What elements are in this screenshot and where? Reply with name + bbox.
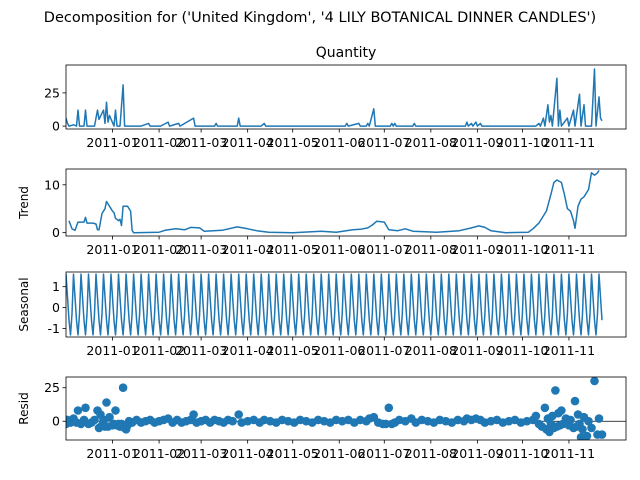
- x-tick-label: 2011-03: [175, 446, 227, 461]
- y-tick-label: 25: [44, 380, 60, 395]
- panel-title: Quantity: [316, 45, 377, 61]
- x-tick-label: 2011-09: [451, 242, 503, 257]
- x-tick-label: 2011-11: [543, 446, 595, 461]
- x-tick-label: 2011-10: [496, 446, 548, 461]
- x-tick-label: 2011-02: [133, 446, 185, 461]
- axes-frame: [65, 271, 627, 338]
- resid-point: [584, 416, 593, 426]
- y-tick-label: 25: [44, 85, 60, 100]
- x-tick-label: 2011-01: [86, 135, 138, 150]
- x-tick-label: 2011-08: [405, 242, 457, 257]
- axes-frame: [65, 376, 627, 441]
- resid-point: [594, 414, 604, 423]
- y-axis-label: Trend: [17, 186, 31, 220]
- x-tick-label: 2011-09: [451, 135, 503, 150]
- x-tick-label: 2011-11: [543, 135, 595, 150]
- panel-seasonal: Seasonal -1 0 1 2011-012011-022011-032011-04…: [17, 271, 627, 358]
- series-marks: [66, 377, 626, 440]
- series-line: [66, 68, 603, 127]
- resid-point: [105, 412, 114, 422]
- resid-point: [578, 425, 587, 434]
- resid-point: [582, 431, 592, 440]
- x-tick-label: 2011-03: [175, 242, 227, 257]
- x-tick-label: 2011-11: [543, 343, 595, 358]
- x-tick-label: 2011-07: [358, 135, 410, 150]
- resid-point: [590, 377, 599, 386]
- x-tick-label: 2011-08: [405, 446, 457, 461]
- resid-point: [597, 430, 607, 439]
- x-tick-label: 2011-07: [358, 242, 410, 257]
- x-tick-label: 2011-10: [496, 135, 548, 150]
- x-tick-label: 2011-04: [222, 242, 274, 257]
- x-tick-label: 2011-03: [175, 343, 227, 358]
- y-tick-label: 1: [52, 279, 60, 294]
- y-tick-label: 10: [44, 177, 60, 192]
- resid-point: [102, 398, 111, 407]
- x-tick-label: 2011-04: [222, 135, 274, 150]
- x-tick-label: 2011-02: [133, 135, 185, 150]
- y-tick-label: 0: [52, 225, 60, 240]
- resid-point: [381, 419, 391, 429]
- series-marks: [66, 68, 603, 127]
- x-tick-label: 2011-05: [267, 242, 319, 257]
- x-tick-label: 2011-09: [451, 446, 503, 461]
- x-tick-label: 2011-10: [496, 242, 548, 257]
- axes-frame: [65, 64, 627, 130]
- x-tick-label: 2011-08: [405, 343, 457, 358]
- resid-point: [90, 415, 99, 425]
- resid-point: [234, 410, 243, 419]
- panel-quantity: Quantity0252011-012011-022011-032011-042…: [44, 45, 627, 150]
- resid-point: [384, 403, 394, 413]
- x-tick-label: 2011-08: [405, 135, 457, 150]
- resid-point: [587, 423, 596, 433]
- series-line: [66, 273, 603, 336]
- x-tick-label: 2011-03: [175, 135, 227, 150]
- resid-point: [540, 403, 550, 413]
- resid-point: [557, 406, 566, 415]
- x-tick-label: 2011-06: [313, 446, 365, 461]
- panel-resid: Resid 0252011-012011-022011-032011-042011…: [17, 376, 627, 461]
- x-tick-label: 2011-06: [313, 242, 365, 257]
- resid-point: [228, 416, 237, 426]
- x-tick-label: 2011-07: [358, 343, 410, 358]
- x-tick-label: 2011-06: [313, 343, 365, 358]
- panel-trend: Trend0102011-012011-022011-032011-042011…: [17, 168, 627, 257]
- x-tick-label: 2011-05: [267, 343, 319, 358]
- x-tick-label: 2011-02: [133, 242, 185, 257]
- y-tick-label: 0: [52, 414, 60, 429]
- x-tick-label: 2011-09: [451, 343, 503, 358]
- y-tick-label: 0: [52, 300, 60, 315]
- resid-point: [566, 415, 575, 425]
- x-tick-label: 2011-01: [86, 242, 138, 257]
- resid-point: [189, 410, 198, 419]
- resid-point: [118, 383, 128, 393]
- x-tick-label: 2011-02: [133, 343, 185, 358]
- x-tick-label: 2011-10: [496, 343, 548, 358]
- x-tick-label: 2011-06: [313, 135, 365, 150]
- series-marks: [66, 273, 603, 336]
- y-axis-label: Resid: [17, 392, 31, 424]
- resid-point: [73, 406, 83, 415]
- resid-point: [111, 406, 120, 415]
- series-line: [68, 170, 600, 234]
- x-tick-label: 2011-05: [267, 135, 319, 150]
- series-marks: [68, 170, 600, 234]
- x-tick-label: 2011-01: [86, 343, 138, 358]
- x-tick-label: 2011-07: [358, 446, 410, 461]
- y-tick-label: 0: [52, 119, 60, 134]
- x-tick-label: 2011-01: [86, 446, 138, 461]
- x-tick-label: 2011-04: [222, 446, 274, 461]
- x-tick-label: 2011-11: [543, 242, 595, 257]
- resid-point: [531, 411, 541, 421]
- resid-point: [570, 396, 580, 406]
- x-tick-label: 2011-04: [222, 343, 274, 358]
- y-axis-label: Seasonal: [17, 277, 31, 331]
- y-tick-label: -1: [48, 321, 60, 336]
- resid-point: [551, 386, 560, 395]
- axes-frame: [65, 168, 627, 237]
- figure-suptitle: Decomposition for ('United Kingdom', '4 …: [44, 10, 596, 26]
- x-tick-label: 2011-05: [267, 446, 319, 461]
- resid-point: [81, 403, 90, 413]
